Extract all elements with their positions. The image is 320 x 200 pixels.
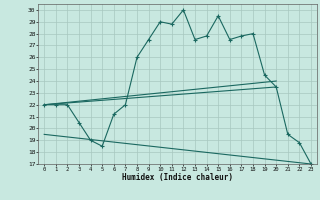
X-axis label: Humidex (Indice chaleur): Humidex (Indice chaleur): [122, 173, 233, 182]
